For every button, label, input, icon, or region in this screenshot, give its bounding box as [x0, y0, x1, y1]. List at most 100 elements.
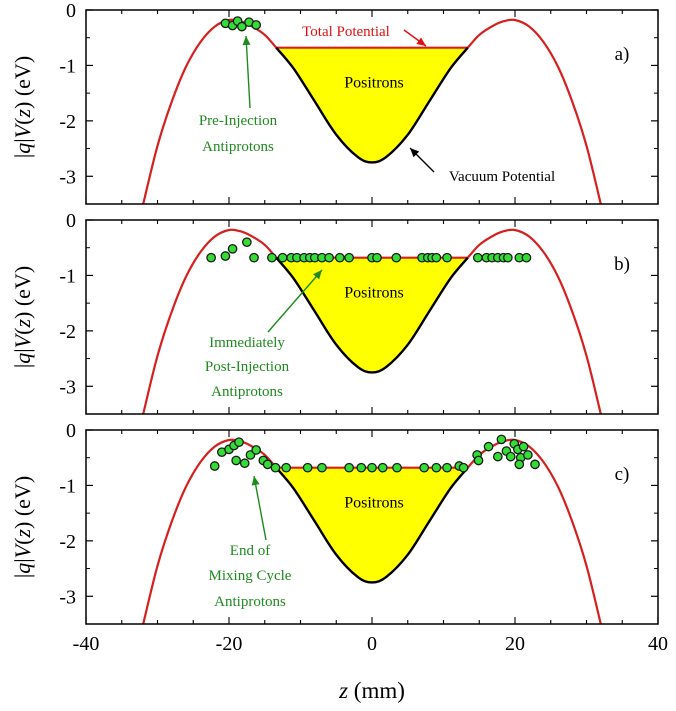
annotation-text: Mixing Cycle	[209, 568, 292, 584]
antiproton-point	[242, 237, 252, 248]
annotation-arrowhead	[251, 476, 260, 486]
panel-1: Positrons a) Total Potential Pre-Injection A…	[10, 0, 659, 205]
antiproton-point	[234, 437, 244, 448]
annotation-arrow	[267, 269, 323, 333]
antiproton-point	[302, 462, 313, 473]
annotation-arrowhead	[410, 148, 420, 158]
positron-region	[276, 257, 468, 373]
antiproton-point	[473, 455, 484, 466]
antiproton-point	[220, 251, 231, 261]
positrons-label: Positrons	[344, 75, 404, 92]
panel-tag: c)	[615, 464, 630, 485]
antiproton-point	[367, 462, 377, 473]
panel-tag: b)	[614, 254, 630, 275]
antiproton-point	[334, 252, 345, 263]
positrons-label: Positrons	[344, 285, 404, 302]
antiproton-point	[227, 243, 238, 254]
antiproton-point	[502, 252, 513, 263]
antiproton-point	[356, 462, 367, 473]
x-tick-label: 0	[367, 633, 377, 655]
annotation-text: Antiprotons	[214, 594, 286, 610]
annotation-arrow	[245, 35, 251, 109]
antiproton-point	[391, 252, 402, 263]
antiproton-point	[492, 451, 503, 462]
antiproton-point	[324, 252, 334, 263]
annotation-arrowhead	[313, 270, 322, 280]
antiproton-point	[530, 459, 540, 470]
antiproton-point	[523, 450, 533, 460]
y-tick-label: -1	[59, 55, 76, 77]
antiproton-point	[251, 445, 262, 455]
y-tick-label: -3	[59, 376, 76, 398]
antiproton-point	[521, 252, 532, 263]
antiproton-point	[344, 462, 354, 473]
antiproton-point	[281, 462, 292, 473]
y-axis-label: |q|V(z) (eV)	[10, 266, 35, 368]
x-tick-label: 20	[505, 633, 525, 655]
annotation-text: Antiprotons	[202, 139, 274, 155]
y-tick-label: -2	[59, 321, 76, 343]
annotation-arrowhead	[242, 36, 251, 46]
vacuum-potential-curve	[275, 466, 469, 584]
antiproton-point	[209, 461, 220, 471]
antiproton-point	[249, 252, 259, 263]
antiproton-point	[372, 252, 382, 263]
y-tick-label: -1	[59, 475, 76, 497]
antiproton-point	[262, 459, 273, 470]
positron-region	[276, 47, 468, 163]
antiproton-point	[431, 462, 442, 473]
y-tick-label: -3	[59, 166, 76, 188]
annotation-text: Immediately	[209, 335, 285, 351]
antiproton-point	[317, 462, 327, 473]
antiproton-point	[251, 20, 262, 30]
antiproton-point	[505, 451, 516, 462]
antiproton-point	[419, 462, 430, 473]
y-tick-label: -2	[59, 531, 76, 553]
antiproton-point	[377, 462, 388, 473]
positrons-label: Positrons	[344, 495, 404, 512]
panel-3: Positrons c) End of Mixing Cycle Antiprotons…	[10, 420, 659, 625]
y-axis-label: |q|V(z) (eV)	[10, 56, 35, 158]
annotation-arrowhead	[416, 37, 426, 46]
y-tick-label: 0	[66, 420, 76, 442]
total-potential-right	[466, 228, 602, 414]
x-tick-label: -40	[73, 633, 100, 655]
panel-tag: a)	[615, 44, 630, 65]
annotation-text: Vacuum Potential	[449, 169, 555, 185]
y-axis-label: |q|V(z) (eV)	[10, 476, 35, 578]
antiproton-point	[472, 252, 483, 263]
antiproton-point	[514, 459, 525, 470]
annotation-text: Total Potential	[302, 24, 390, 40]
antiproton-point	[231, 455, 241, 466]
vacuum-potential-curve	[275, 256, 469, 374]
annotation-text: Pre-Injection	[199, 113, 278, 129]
y-tick-label: 0	[66, 0, 76, 22]
annotation-text: Post-Injection	[205, 359, 290, 375]
positron-region	[276, 467, 468, 583]
y-tick-label: -2	[59, 111, 76, 133]
y-tick-label: -3	[59, 586, 76, 608]
y-tick-label: 0	[66, 210, 76, 232]
antiproton-point	[392, 462, 402, 473]
antiproton-point	[458, 462, 469, 473]
panel-2: Positrons b) Immediately Post-Injection Anti…	[10, 210, 659, 415]
antiproton-point	[431, 252, 442, 263]
antiproton-point	[239, 458, 250, 469]
total-potential-right	[466, 18, 602, 204]
antiproton-point	[518, 441, 529, 452]
total-potential-left	[142, 18, 278, 204]
antiproton-point	[277, 252, 288, 263]
antiproton-point	[237, 21, 247, 32]
antiproton-point	[267, 252, 277, 263]
x-tick-label: -20	[216, 633, 243, 655]
antiproton-point	[442, 252, 452, 263]
total-potential-left	[142, 228, 278, 414]
antiproton-point	[442, 462, 452, 473]
antiproton-point	[344, 252, 354, 263]
x-axis-label: z (mm)	[338, 678, 405, 703]
x-tick-label: 40	[648, 633, 668, 655]
antiproton-point	[483, 441, 494, 452]
y-tick-label: -1	[59, 265, 76, 287]
annotation-arrow	[253, 475, 267, 541]
